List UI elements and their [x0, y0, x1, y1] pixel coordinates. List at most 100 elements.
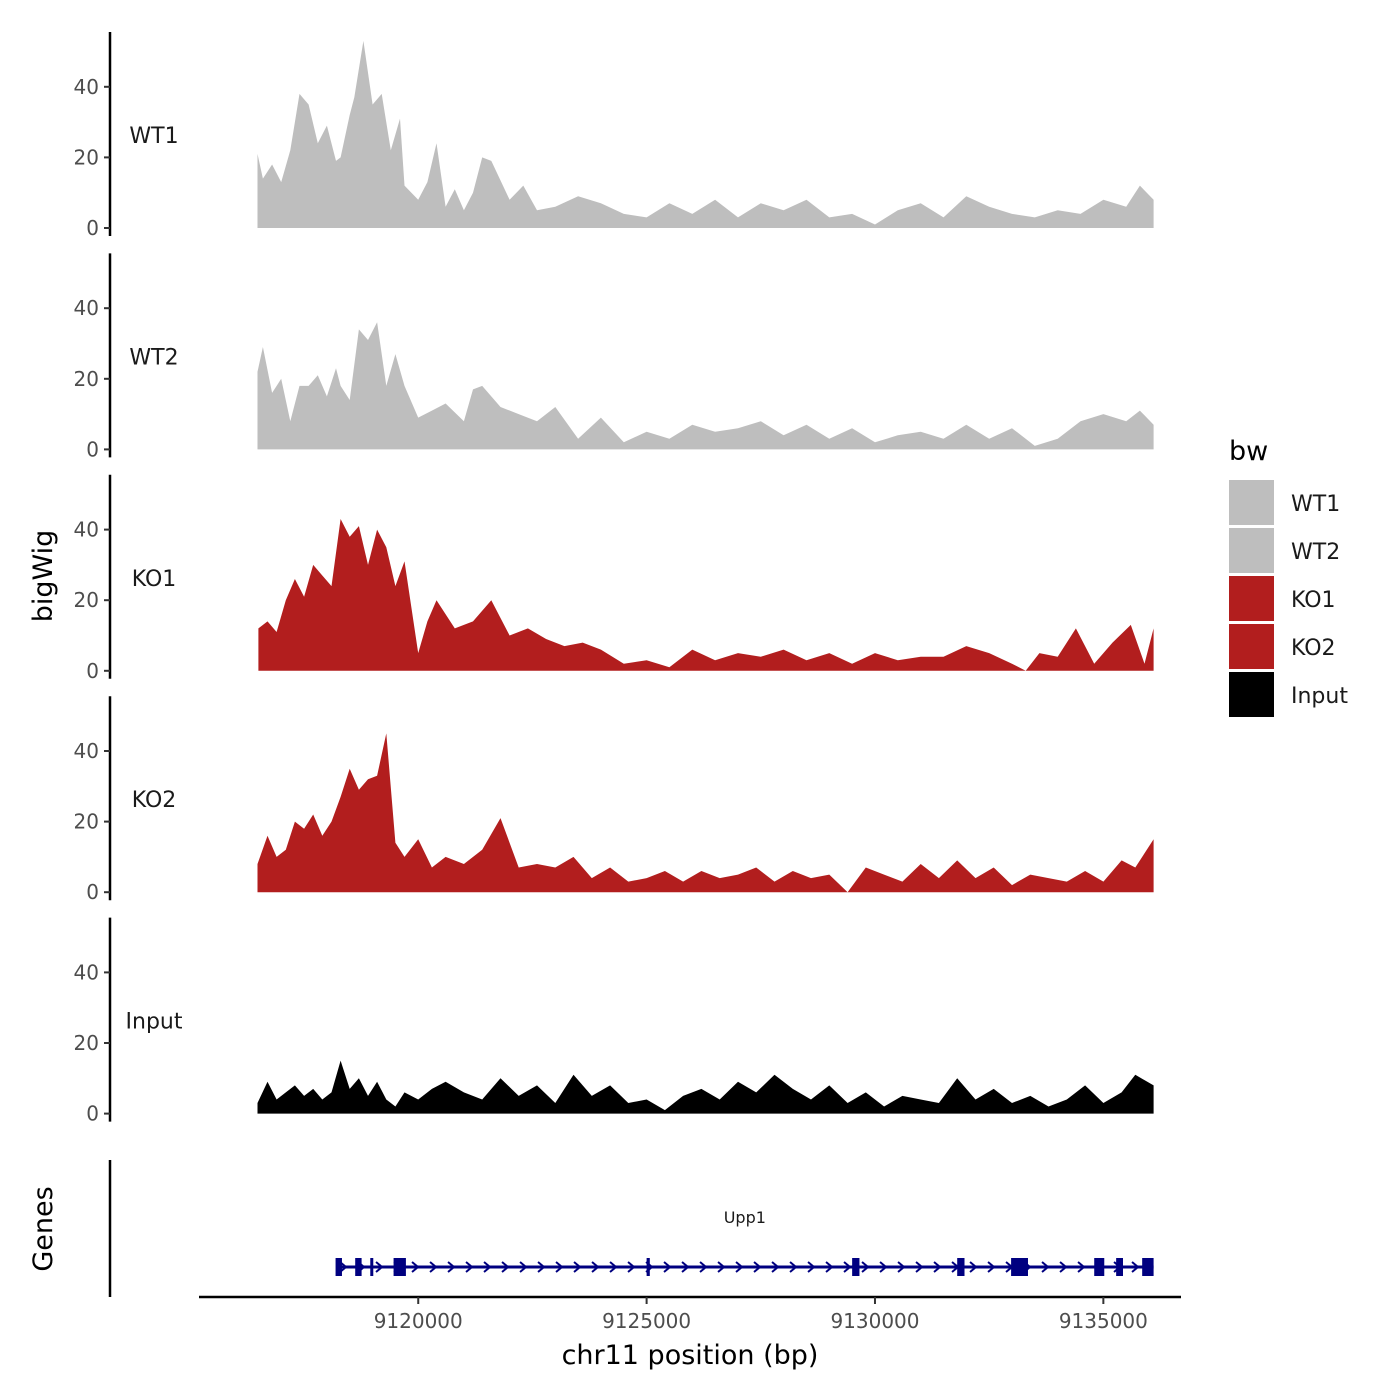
strand-chevron: [897, 1261, 906, 1273]
gene-name-label: Upp1: [724, 1208, 766, 1227]
strand-chevron: [627, 1261, 636, 1273]
area-wt2: [257, 322, 1154, 450]
exon-8: [1011, 1258, 1028, 1276]
panel-input: 0 20 40 Input: [74, 917, 1154, 1126]
strand-chevron: [609, 1261, 618, 1273]
panel-ko2: 0 20 40 KO2: [74, 696, 1154, 904]
strand-chevron: [915, 1261, 924, 1273]
y-tick-label-wt1-40: 40: [74, 75, 99, 99]
y-tick-label-wt1-20: 20: [74, 145, 99, 169]
legend-swatch-input: [1229, 672, 1274, 717]
y-tick-label-wt2-20: 20: [74, 367, 99, 391]
legend-label-ko1: KO1: [1291, 588, 1336, 613]
strand-chevron: [987, 1261, 996, 1273]
y-tick-label-ko1-20: 20: [74, 588, 99, 612]
exon-10: [1116, 1258, 1123, 1276]
x-tick-label-9130000: 9130000: [830, 1309, 919, 1333]
strand-chevron: [519, 1261, 528, 1273]
strand-chevron: [825, 1261, 834, 1273]
y-tick-label-input-20: 20: [74, 1031, 99, 1055]
strand-chevron: [591, 1261, 600, 1273]
strand-chevron: [933, 1261, 942, 1273]
legend-label-input: Input: [1291, 684, 1348, 709]
x-tick-label-9135000: 9135000: [1059, 1309, 1148, 1333]
exon-5: [646, 1258, 650, 1276]
strand-chevron: [447, 1261, 456, 1273]
exon-11: [1142, 1258, 1154, 1276]
panel-label-ko2: KO2: [132, 788, 177, 813]
y-tick-label-wt2-40: 40: [74, 296, 99, 320]
x-axis-title: chr11 position (bp): [562, 1340, 819, 1371]
strand-chevron: [663, 1261, 672, 1273]
strand-chevron: [969, 1261, 978, 1273]
strand-chevron: [843, 1261, 852, 1273]
y-tick-label-ko1-40: 40: [74, 518, 99, 542]
legend-label-ko2: KO2: [1291, 636, 1336, 661]
strand-chevron: [555, 1261, 564, 1273]
y-tick-label-ko1-0: 0: [86, 659, 99, 683]
panel-wt2: 0 20 40 WT2: [74, 253, 1154, 461]
x-tick-label-9125000: 9125000: [602, 1309, 691, 1333]
x-axis: 9120000 9125000 9130000 9135000: [199, 1295, 1181, 1333]
legend-swatch-ko2: [1229, 624, 1274, 669]
strand-chevron: [717, 1261, 726, 1273]
strand-chevron: [339, 1261, 348, 1273]
strand-chevron: [573, 1261, 582, 1273]
strand-chevron: [1059, 1261, 1068, 1273]
strand-chevron: [375, 1261, 384, 1273]
panel-label-input: Input: [126, 1010, 183, 1035]
y-tick-label-wt1-0: 0: [86, 216, 99, 240]
track-panels: 0 20 40 WT1 0 20 40 WT2 0 20 40 KO1 0 20 40 KO2 0 20 40 Inp…: [74, 32, 1154, 1126]
area-wt1: [257, 40, 1154, 229]
strand-chevron: [501, 1261, 510, 1273]
legend: bw WT1 WT2 KO1 KO2 Input: [1229, 436, 1348, 717]
panel-label-wt2: WT2: [129, 345, 178, 370]
legend-label-wt1: WT1: [1291, 492, 1340, 517]
x-tick-label-9120000: 9120000: [374, 1309, 463, 1333]
exon-7: [957, 1258, 965, 1276]
y-tick-label-ko2-0: 0: [86, 880, 99, 904]
strand-chevron: [465, 1261, 474, 1273]
strand-chevron: [1041, 1261, 1050, 1273]
panel-ko1: 0 20 40 KO1: [74, 474, 1154, 683]
genes-track-title: Genes: [28, 1186, 59, 1271]
strand-chevron: [537, 1261, 546, 1273]
strand-chevron: [753, 1261, 762, 1273]
strand-chevron: [411, 1261, 420, 1273]
exon-6: [852, 1258, 860, 1276]
strand-chevron: [861, 1261, 870, 1273]
strand-chevron: [771, 1261, 780, 1273]
strand-chevron: [807, 1261, 816, 1273]
legend-label-wt2: WT2: [1291, 540, 1340, 565]
y-tick-label-input-40: 40: [74, 960, 99, 984]
strand-chevron: [699, 1261, 708, 1273]
area-ko2: [257, 733, 1154, 893]
strand-chevron: [879, 1261, 888, 1273]
legend-swatch-wt1: [1229, 480, 1274, 525]
strand-chevron: [681, 1261, 690, 1273]
y-tick-label-ko2-20: 20: [74, 810, 99, 834]
panel-label-ko1: KO1: [132, 567, 177, 592]
strand-chevron: [429, 1261, 438, 1273]
strand-chevron: [789, 1261, 798, 1273]
panel-wt1: 0 20 40 WT1: [74, 32, 1154, 240]
panel-label-wt1: WT1: [129, 124, 178, 149]
area-ko1: [258, 519, 1154, 671]
legend-title: bw: [1229, 436, 1268, 467]
y-tick-label-wt2-0: 0: [86, 437, 99, 461]
exon-4: [393, 1258, 406, 1276]
y-tick-label-input-0: 0: [86, 1102, 99, 1126]
strand-chevron: [735, 1261, 744, 1273]
exon-3: [370, 1258, 374, 1276]
y-axis-title: bigWig: [28, 530, 59, 623]
y-tick-label-ko2-40: 40: [74, 739, 99, 763]
strand-chevron: [1077, 1261, 1086, 1273]
strand-chevron: [1131, 1261, 1140, 1273]
legend-swatch-ko1: [1229, 576, 1274, 621]
exon-2: [355, 1258, 362, 1276]
gene-track: Upp1: [108, 1160, 1154, 1297]
legend-swatch-wt2: [1229, 528, 1274, 573]
strand-chevron: [483, 1261, 492, 1273]
